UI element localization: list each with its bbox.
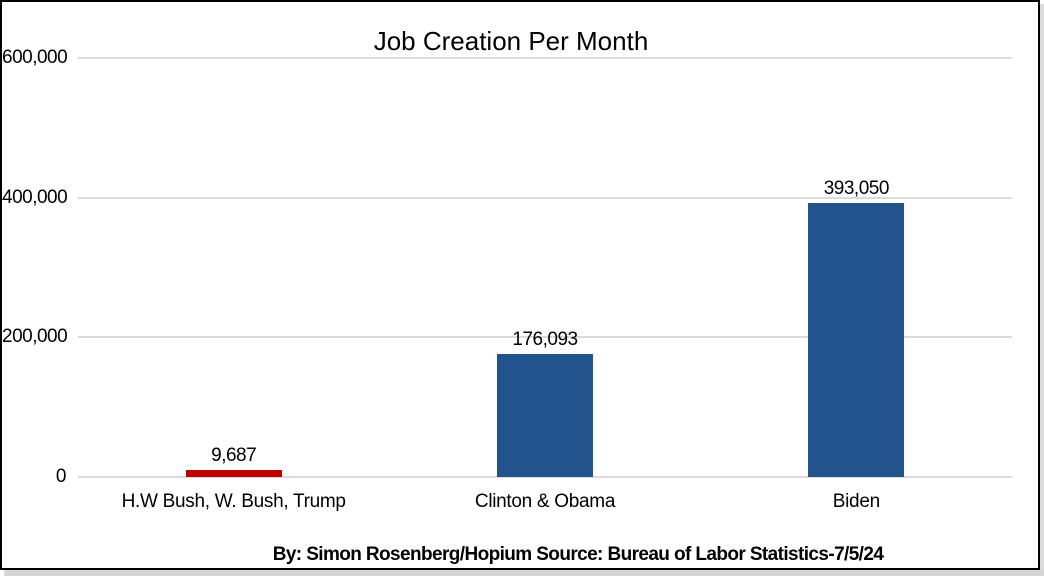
y-axis-tick-label: 400,000 — [2, 186, 68, 208]
chart-title: Job Creation Per Month — [373, 26, 649, 56]
bar-clinton-obama — [497, 354, 593, 477]
bar-h-w-bush-w-bush-trump — [185, 470, 282, 477]
x-axis-category-label: Clinton & Obama — [474, 491, 616, 512]
gridline-0 — [78, 476, 1012, 478]
gridline-200000 — [78, 336, 1012, 339]
y-axis-tick-label: 0 — [55, 466, 67, 487]
image-shadow-right — [1040, 4, 1044, 570]
bar-value-label: 176,093 — [512, 329, 578, 351]
y-axis-tick-label: 600,000 — [2, 47, 68, 68]
source-caption: By: Simon Rosenberg/Hopium Source: Burea… — [272, 544, 884, 565]
x-axis-category-label: Biden — [832, 491, 880, 512]
bar-value-label: 393,050 — [823, 177, 890, 199]
gridline-600000 — [78, 57, 1012, 59]
x-axis-category-label: H.W Bush, W. Bush, Trump — [121, 491, 346, 512]
gridline-400000 — [78, 196, 1012, 199]
bar-value-label: 9,687 — [211, 445, 257, 467]
image-shadow-bottom — [4, 570, 1044, 576]
bar-biden — [808, 202, 905, 477]
y-axis-tick-label: 200,000 — [2, 326, 68, 348]
